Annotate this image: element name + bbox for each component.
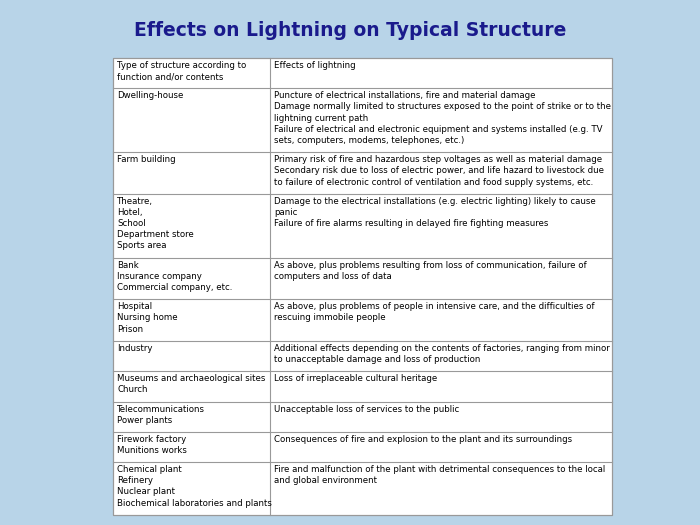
Bar [113, 58, 612, 515]
Text: Puncture of electrical installations, fire and material damage
Damage normally l: Puncture of electrical installations, fi… [274, 91, 611, 145]
Text: Theatre,
Hotel,
School
Department store
Sports area: Theatre, Hotel, School Department store … [117, 197, 194, 250]
Text: Additional effects depending on the contents of factories, ranging from minor
to: Additional effects depending on the cont… [274, 344, 610, 364]
Text: As above, plus problems of people in intensive care, and the difficulties of
res: As above, plus problems of people in int… [274, 302, 594, 322]
Text: Damage to the electrical installations (e.g. electric lighting) likely to cause
: Damage to the electrical installations (… [274, 197, 596, 228]
Text: Bank
Insurance company
Commercial company, etc.: Bank Insurance company Commercial compan… [117, 261, 232, 292]
Text: Farm building: Farm building [117, 155, 176, 164]
Text: Type of structure according to
function and/or contents: Type of structure according to function … [117, 61, 246, 81]
Text: Loss of irreplaceable cultural heritage: Loss of irreplaceable cultural heritage [274, 374, 438, 383]
Text: Dwelling-house: Dwelling-house [117, 91, 183, 100]
Text: As above, plus problems resulting from loss of communication, failure of
compute: As above, plus problems resulting from l… [274, 261, 587, 281]
Text: Industry: Industry [117, 344, 153, 353]
Text: Firework factory
Munitions works: Firework factory Munitions works [117, 435, 187, 455]
Text: Hospital
Nursing home
Prison: Hospital Nursing home Prison [117, 302, 178, 333]
Text: Effects on Lightning on Typical Structure: Effects on Lightning on Typical Structur… [134, 20, 566, 39]
Text: Telecommunications
Power plants: Telecommunications Power plants [117, 405, 205, 425]
Text: Unacceptable loss of services to the public: Unacceptable loss of services to the pub… [274, 405, 459, 414]
Text: Consequences of fire and explosion to the plant and its surroundings: Consequences of fire and explosion to th… [274, 435, 572, 444]
Text: Museums and archaeological sites
Church: Museums and archaeological sites Church [117, 374, 265, 394]
Text: Effects of lightning: Effects of lightning [274, 61, 356, 70]
Text: Fire and malfunction of the plant with detrimental consequences to the local
and: Fire and malfunction of the plant with d… [274, 465, 606, 485]
Text: Primary risk of fire and hazardous step voltages as well as material damage
Seco: Primary risk of fire and hazardous step … [274, 155, 604, 186]
Text: Chemical plant
Refinery
Nuclear plant
Biochemical laboratories and plants: Chemical plant Refinery Nuclear plant Bi… [117, 465, 272, 508]
Bar [113, 58, 612, 515]
